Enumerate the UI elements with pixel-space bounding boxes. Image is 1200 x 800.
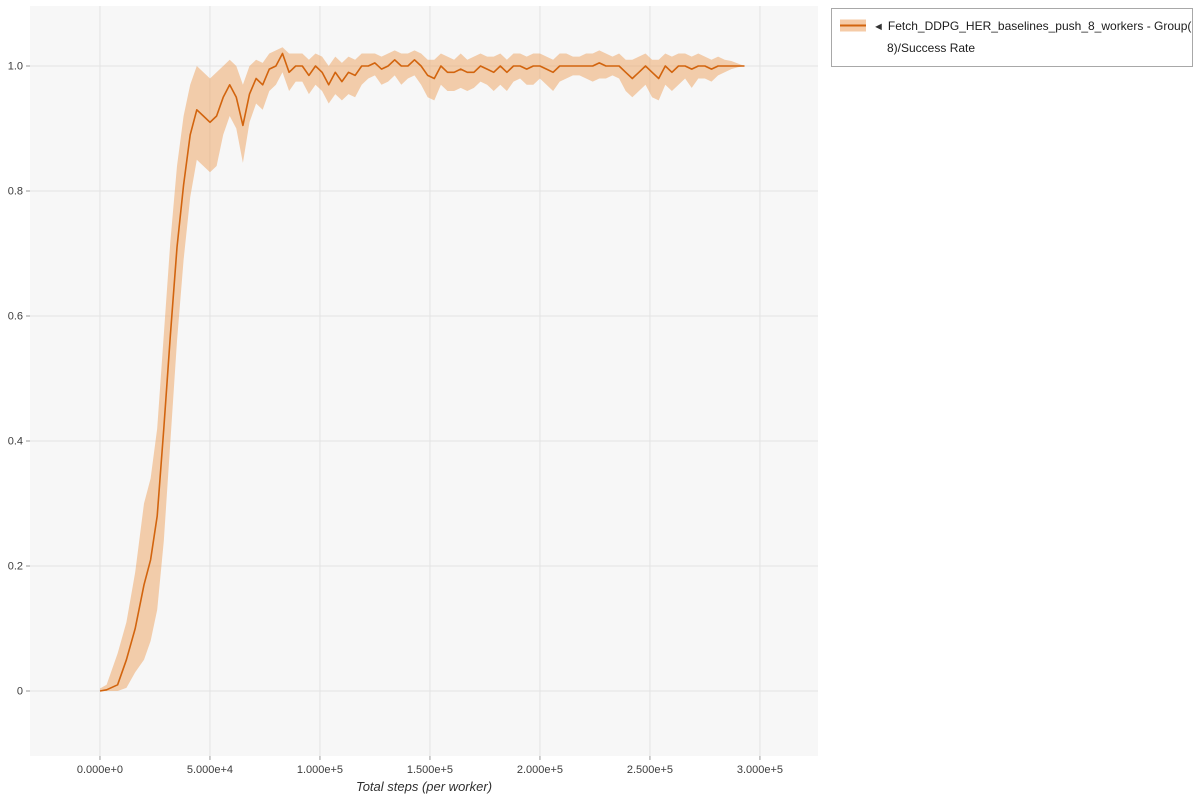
- y-tick-label: 0.4: [8, 436, 23, 448]
- legend-label-text1: Fetch_DDPG_HER_baselines_push_8_workers …: [887, 19, 1192, 33]
- legend-label: ◄ Fetch_DDPG_HER_baselines_push_8_workers…: [873, 16, 1191, 59]
- x-tick-label: 3.000e+5: [737, 764, 783, 776]
- legend: ◄ Fetch_DDPG_HER_baselines_push_8_workers…: [831, 8, 1193, 67]
- y-tick-label: 0: [17, 686, 23, 698]
- legend-label-line2: 8)/Success Rate: [887, 41, 976, 55]
- x-tick-label: 1.500e+5: [407, 764, 453, 776]
- legend-swatch-icon: [840, 19, 866, 32]
- y-tick-label: 0.6: [8, 311, 23, 323]
- mean-line: [99, 52, 745, 692]
- x-tick-label: 5.000e+4: [187, 764, 233, 776]
- x-tick-label: 1.000e+5: [297, 764, 343, 776]
- y-tick-label: 0.2: [8, 561, 23, 573]
- y-tick-label: 0.8: [8, 186, 23, 198]
- left-triangle-marker-icon: ◄: [873, 21, 884, 33]
- x-tick-label: 0.000e+0: [77, 764, 123, 776]
- x-tick-label: 2.000e+5: [517, 764, 563, 776]
- x-tick-label: 2.500e+5: [627, 764, 673, 776]
- x-axis-title: Total steps (per worker): [355, 779, 493, 794]
- y-tick-label: 1.0: [8, 61, 23, 73]
- legend-label-line1: ◄ Fetch_DDPG_HER_baselines_push_8_workers…: [873, 19, 1191, 33]
